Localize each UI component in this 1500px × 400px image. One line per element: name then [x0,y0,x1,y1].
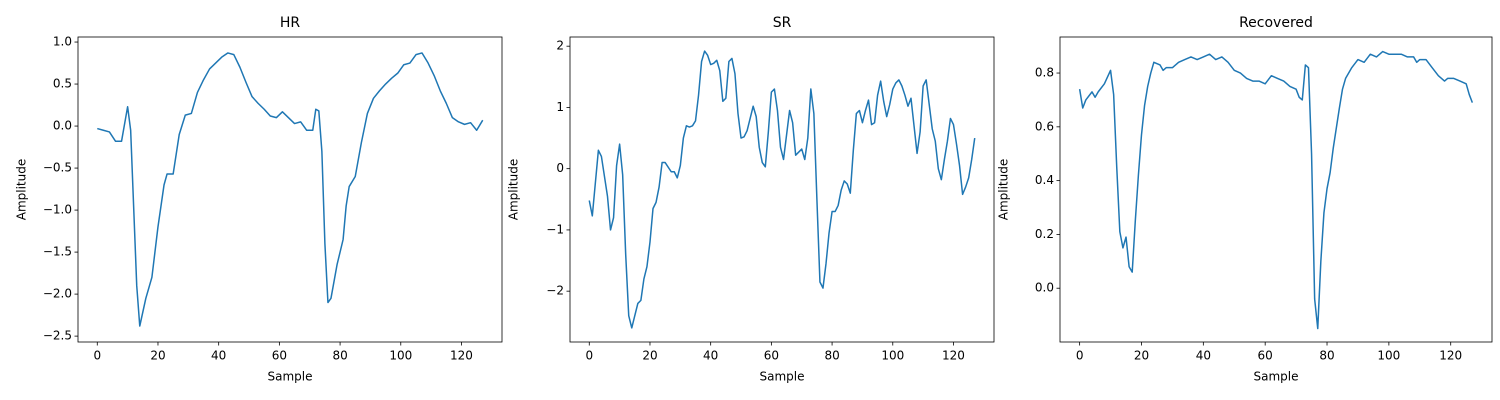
chart-title: SR [773,15,792,31]
axes-frame [1059,36,1493,343]
y-tick-label: −0.5 [43,161,72,175]
x-tick-label: 60 [1258,349,1273,363]
y-tick-label: −2.0 [43,287,72,301]
x-tick-label: 80 [824,349,839,363]
data-line [97,52,484,327]
y-axis-label: Amplitude [15,159,29,221]
y-tick-label: −1.5 [43,245,72,259]
x-tick-label: 60 [272,349,287,363]
y-axis-label: Amplitude [507,159,521,221]
chart-title: HR [280,15,301,31]
x-tick-label: 40 [1196,349,1211,363]
x-axis-label: Sample [760,370,805,384]
x-tick-label: 40 [211,349,226,363]
y-tick-label: 0.0 [1035,281,1054,295]
y-tick-label: −2 [546,284,564,298]
x-tick-label: 80 [1319,349,1334,363]
x-tick-label: 0 [93,349,101,363]
y-tick-label: 0 [556,161,564,175]
y-tick-label: −2.5 [43,329,72,343]
axes-frame [77,36,503,343]
y-tick-label: 0.6 [1035,119,1054,133]
y-tick-label: 0.0 [53,119,72,133]
x-tick-label: 60 [764,349,779,363]
x-tick-label: 0 [585,349,593,363]
data-line [588,50,976,329]
x-tick-label: 20 [642,349,657,363]
y-axis-label: Amplitude [997,159,1011,221]
y-tick-label: 1 [556,100,564,114]
y-tick-label: −1 [546,222,564,236]
axes-frame [569,36,995,343]
data-line [1078,50,1474,330]
y-tick-label: 1.0 [53,35,72,49]
x-axis-label: Sample [1254,370,1299,384]
x-tick-label: 40 [703,349,718,363]
y-tick-label: 0.5 [53,77,72,91]
x-tick-label: 120 [450,349,473,363]
x-tick-label: 0 [1076,349,1084,363]
y-tick-label: 0.8 [1035,66,1054,80]
y-tick-label: −1.0 [43,203,72,217]
x-tick-label: 20 [150,349,165,363]
x-axis-label: Sample [268,370,313,384]
x-tick-label: 80 [332,349,347,363]
y-tick-label: 0.2 [1035,227,1054,241]
x-tick-label: 120 [1439,349,1462,363]
x-tick-label: 20 [1134,349,1149,363]
x-tick-label: 120 [942,349,965,363]
x-tick-label: 100 [389,349,412,363]
y-tick-label: 2 [556,39,564,53]
chart-title: Recovered [1239,15,1313,31]
x-tick-label: 100 [1377,349,1400,363]
y-tick-label: 0.4 [1035,173,1054,187]
x-tick-label: 100 [881,349,904,363]
